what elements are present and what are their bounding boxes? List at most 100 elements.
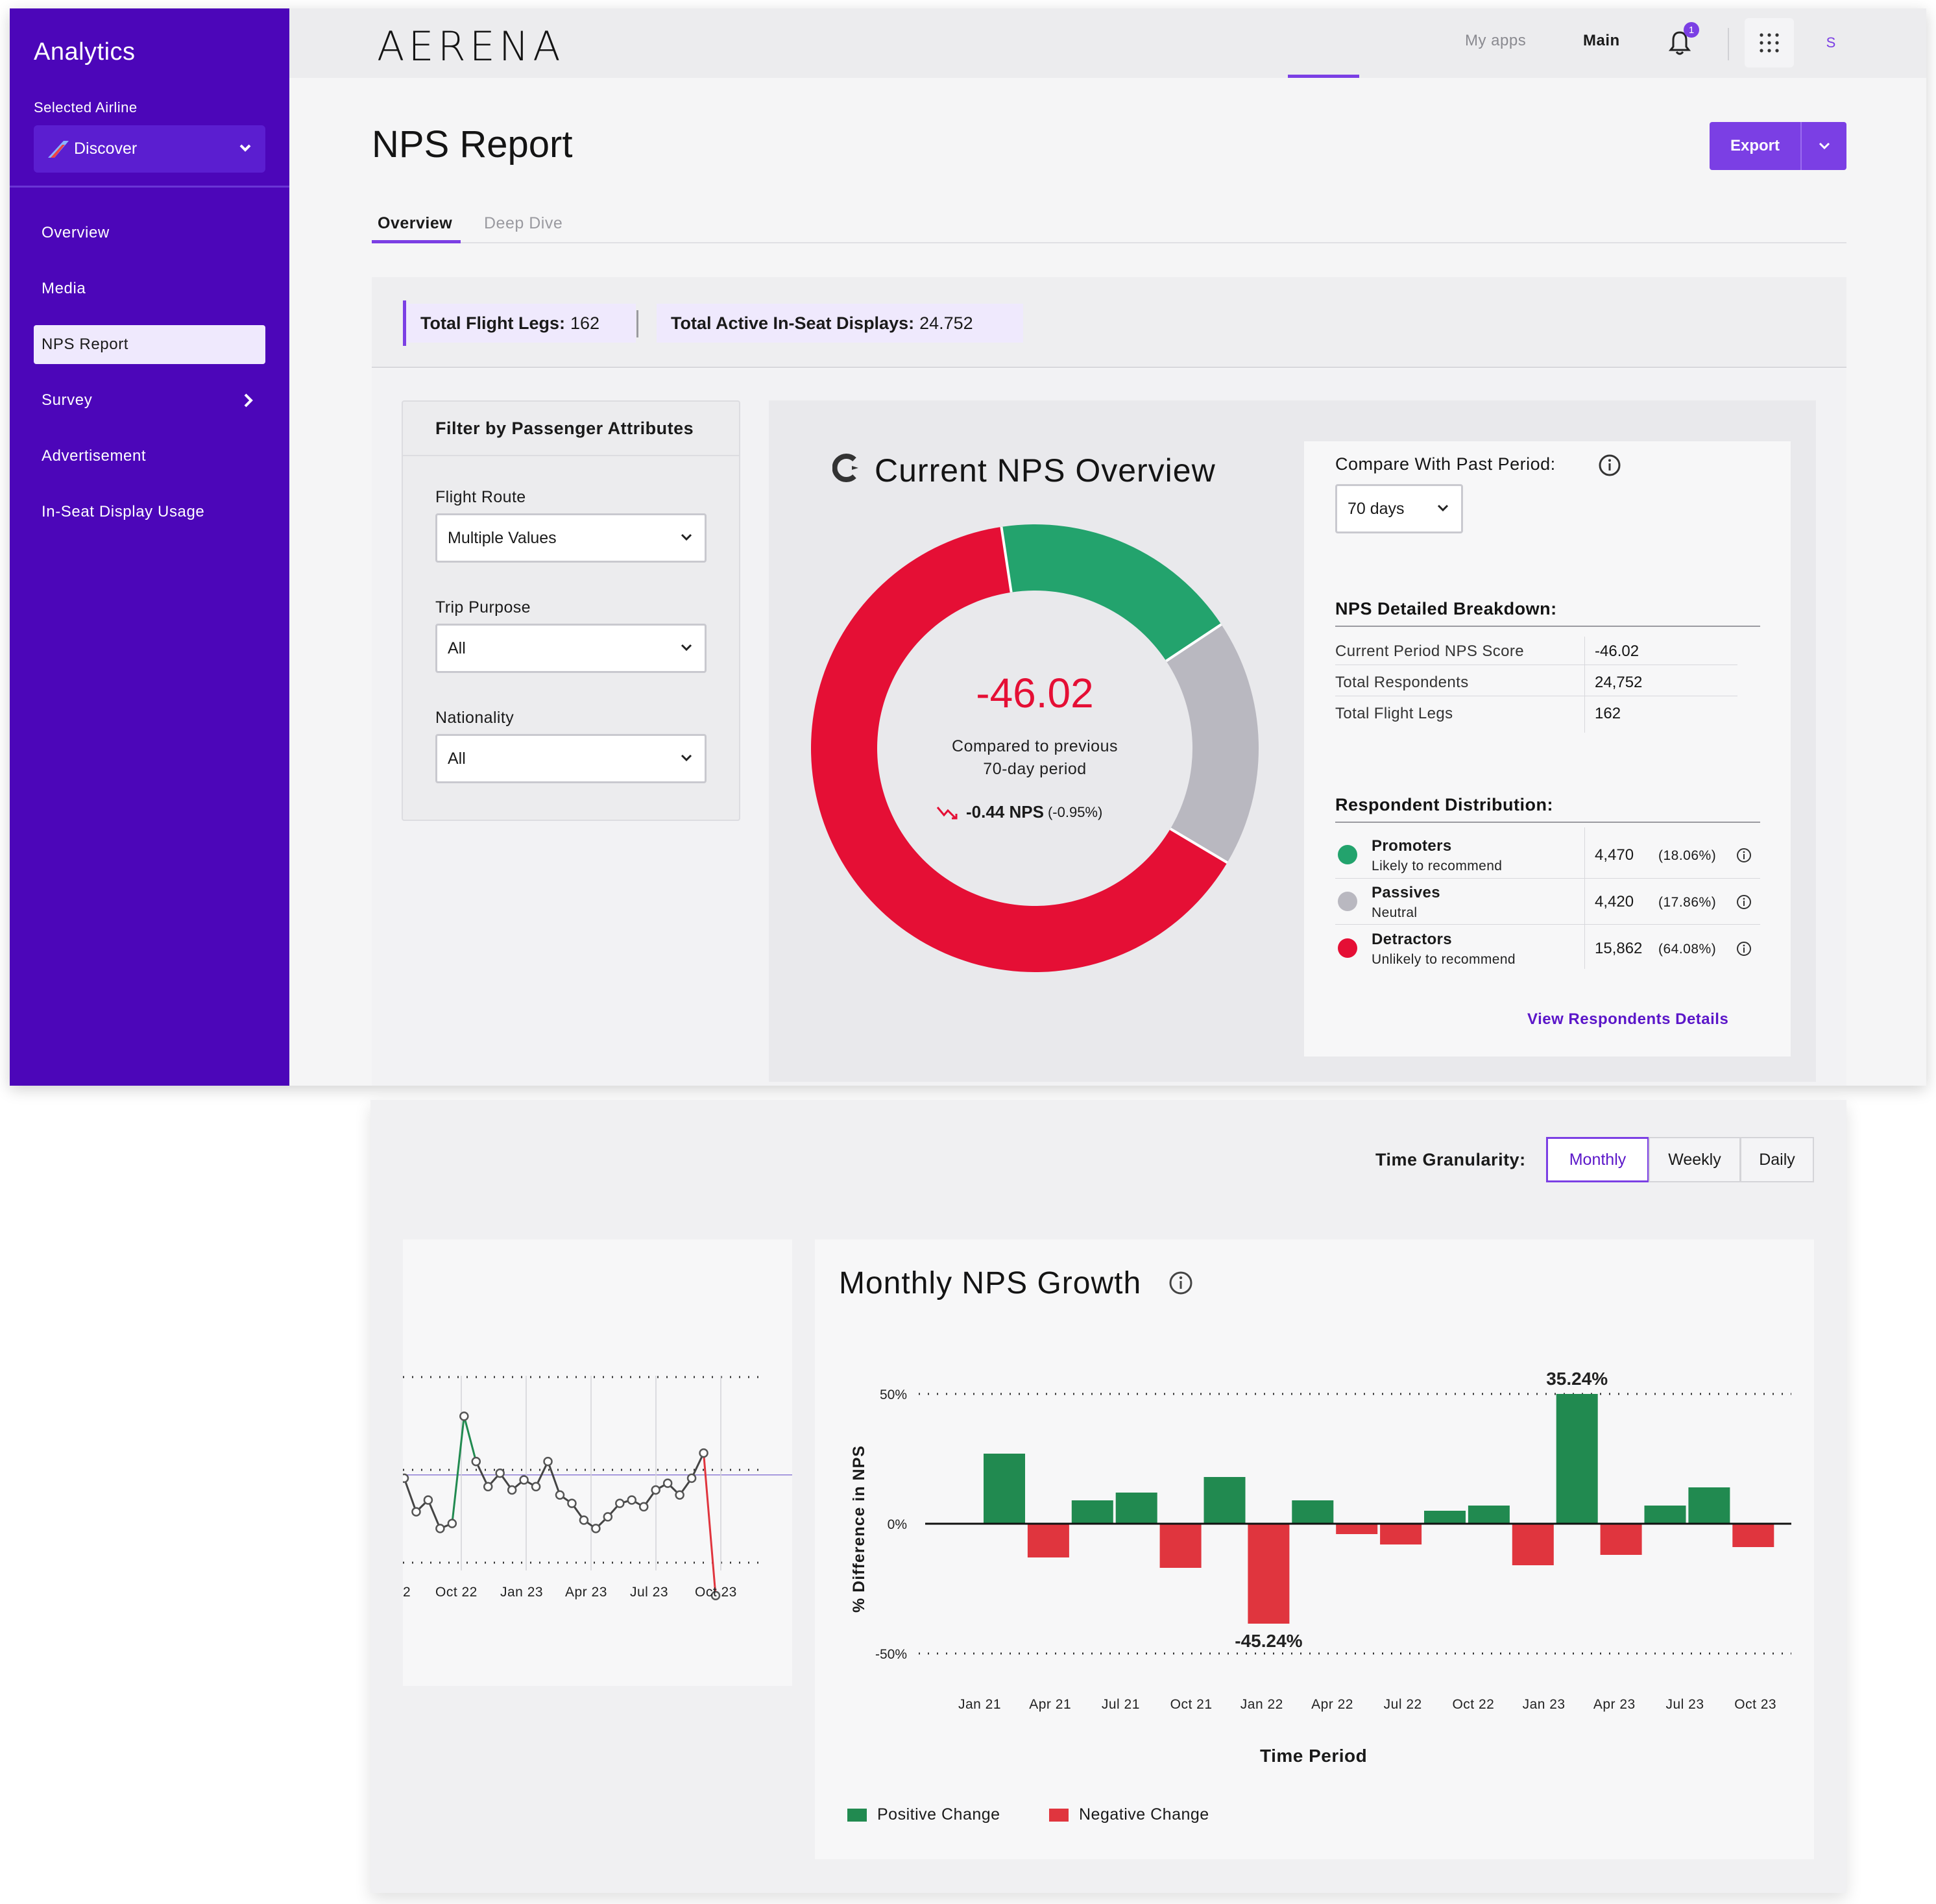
mini-data-point[interactable]: [699, 1448, 708, 1458]
user-avatar[interactable]: S: [1826, 34, 1836, 51]
mini-line-segment: [703, 1453, 717, 1596]
bar-negative[interactable]: [1159, 1524, 1202, 1568]
mini-data-point[interactable]: [519, 1475, 529, 1485]
mini-data-point[interactable]: [603, 1512, 613, 1522]
bar-negative[interactable]: [1336, 1524, 1378, 1534]
bar-positive[interactable]: [1115, 1493, 1157, 1524]
stat-separator: [636, 310, 638, 337]
flight-route-select[interactable]: Multiple Values: [435, 513, 707, 563]
export-separator: [1800, 122, 1802, 170]
view-respondents-link[interactable]: View Respondents Details: [1527, 1010, 1729, 1028]
bar-negative[interactable]: [1512, 1524, 1554, 1565]
mini-data-point[interactable]: [638, 1502, 649, 1512]
bar-negative[interactable]: [1732, 1524, 1774, 1547]
passives-pct: (17.86%): [1658, 895, 1717, 910]
mini-data-point[interactable]: [567, 1498, 577, 1508]
refresh-icon: [832, 454, 858, 482]
info-icon[interactable]: [1736, 847, 1752, 864]
airline-label: Selected Airline: [34, 99, 138, 116]
sidebar-item-overview[interactable]: Overview: [34, 214, 265, 252]
bar-negative[interactable]: [1380, 1524, 1422, 1544]
promoters-pct: (18.06%): [1658, 848, 1717, 863]
compare-period-select[interactable]: 70 days: [1335, 484, 1463, 533]
mini-data-point[interactable]: [591, 1524, 601, 1533]
breakdown-value: 162: [1595, 705, 1621, 722]
mini-data-point[interactable]: [471, 1456, 481, 1467]
aerena-logo[interactable]: AERENA: [377, 23, 564, 70]
distribution-title: Respondent Distribution:: [1335, 795, 1553, 814]
growth-y-tick: -50%: [875, 1647, 907, 1662]
bar-positive[interactable]: [1204, 1477, 1246, 1524]
mini-data-point[interactable]: [495, 1468, 505, 1478]
export-dropdown-toggle[interactable]: [1802, 122, 1846, 170]
mini-data-point[interactable]: [627, 1495, 637, 1505]
apps-grid-button[interactable]: [1745, 18, 1794, 67]
mini-data-point[interactable]: [403, 1473, 409, 1483]
mini-data-point[interactable]: [662, 1478, 673, 1488]
mini-x-tick: 2: [403, 1585, 411, 1600]
granularity-weekly[interactable]: Weekly: [1649, 1137, 1741, 1182]
promoters-sub: Likely to recommend: [1372, 859, 1503, 873]
info-icon[interactable]: [1168, 1270, 1194, 1296]
bar-positive[interactable]: [1292, 1500, 1334, 1524]
mini-data-point[interactable]: [483, 1482, 493, 1492]
sidebar-item-nps-report[interactable]: NPS Report: [34, 325, 265, 364]
granularity-monthly[interactable]: Monthly: [1546, 1137, 1649, 1182]
tab-overview[interactable]: Overview: [378, 214, 453, 232]
mini-data-point[interactable]: [411, 1507, 421, 1517]
sidebar-item-label: In-Seat Display Usage: [42, 503, 205, 520]
mini-data-point[interactable]: [459, 1411, 469, 1421]
sidebar-item-in-seat-display-usage[interactable]: In-Seat Display Usage: [34, 493, 265, 531]
bar-negative[interactable]: [1027, 1524, 1069, 1557]
nav-my-apps[interactable]: My apps: [1465, 32, 1527, 49]
granularity-daily[interactable]: Daily: [1740, 1137, 1814, 1182]
nav-main[interactable]: Main: [1583, 32, 1620, 49]
notifications-button[interactable]: 1: [1655, 18, 1704, 67]
sidebar-item-label: Overview: [42, 224, 110, 241]
mini-data-point[interactable]: [710, 1591, 721, 1600]
sidebar-item-advertisement[interactable]: Advertisement: [34, 437, 265, 476]
sidebar-item-media[interactable]: Media: [34, 269, 265, 308]
bar-negative[interactable]: [1600, 1524, 1642, 1555]
info-icon[interactable]: [1736, 894, 1752, 910]
bar-negative[interactable]: [1248, 1524, 1290, 1624]
mini-data-point[interactable]: [579, 1515, 589, 1525]
trip-purpose-select[interactable]: All: [435, 624, 707, 673]
mini-data-point[interactable]: [423, 1495, 433, 1505]
growth-x-tick: Apr 22: [1311, 1697, 1353, 1712]
nationality-select[interactable]: All: [435, 734, 707, 783]
mini-data-point[interactable]: [615, 1498, 625, 1508]
stat-label: Total Flight Legs:: [420, 313, 565, 333]
info-icon[interactable]: [1598, 454, 1621, 477]
compare-line-2: 70-day period: [983, 760, 1087, 778]
donut-segment-detractors[interactable]: [811, 526, 1228, 972]
tab-deep-dive[interactable]: Deep Dive: [484, 214, 563, 232]
donut-segment-passives[interactable]: [1166, 624, 1259, 863]
bar-positive[interactable]: [1468, 1506, 1510, 1524]
sidebar-item-survey[interactable]: Survey: [34, 381, 265, 420]
mini-data-point[interactable]: [675, 1490, 684, 1500]
bar-positive[interactable]: [1424, 1511, 1466, 1524]
sidebar-item-label: Survey: [42, 391, 93, 409]
bar-positive[interactable]: [1071, 1500, 1113, 1524]
mini-data-point[interactable]: [686, 1473, 697, 1483]
bar-positive[interactable]: [1556, 1394, 1598, 1524]
growth-x-tick: Jan 23: [1523, 1697, 1566, 1712]
mini-data-point[interactable]: [447, 1519, 457, 1528]
growth-x-tick: Apr 21: [1029, 1697, 1071, 1712]
bar-positive[interactable]: [1688, 1487, 1730, 1524]
donut-segment-promoters[interactable]: [1001, 524, 1222, 661]
mini-data-point[interactable]: [531, 1482, 541, 1492]
export-button[interactable]: Export: [1710, 122, 1846, 170]
promoters-dot: [1338, 845, 1357, 864]
mini-data-point[interactable]: [435, 1524, 445, 1533]
mini-data-point[interactable]: [555, 1490, 565, 1500]
mini-data-point[interactable]: [651, 1485, 660, 1495]
info-icon[interactable]: [1736, 940, 1752, 957]
bar-positive[interactable]: [1644, 1506, 1686, 1524]
bar-positive[interactable]: [984, 1454, 1025, 1524]
mini-data-point[interactable]: [543, 1456, 553, 1467]
mini-data-point[interactable]: [507, 1485, 517, 1495]
airline-select[interactable]: Discover: [34, 125, 265, 173]
breakdown-value: 24,752: [1595, 674, 1643, 691]
